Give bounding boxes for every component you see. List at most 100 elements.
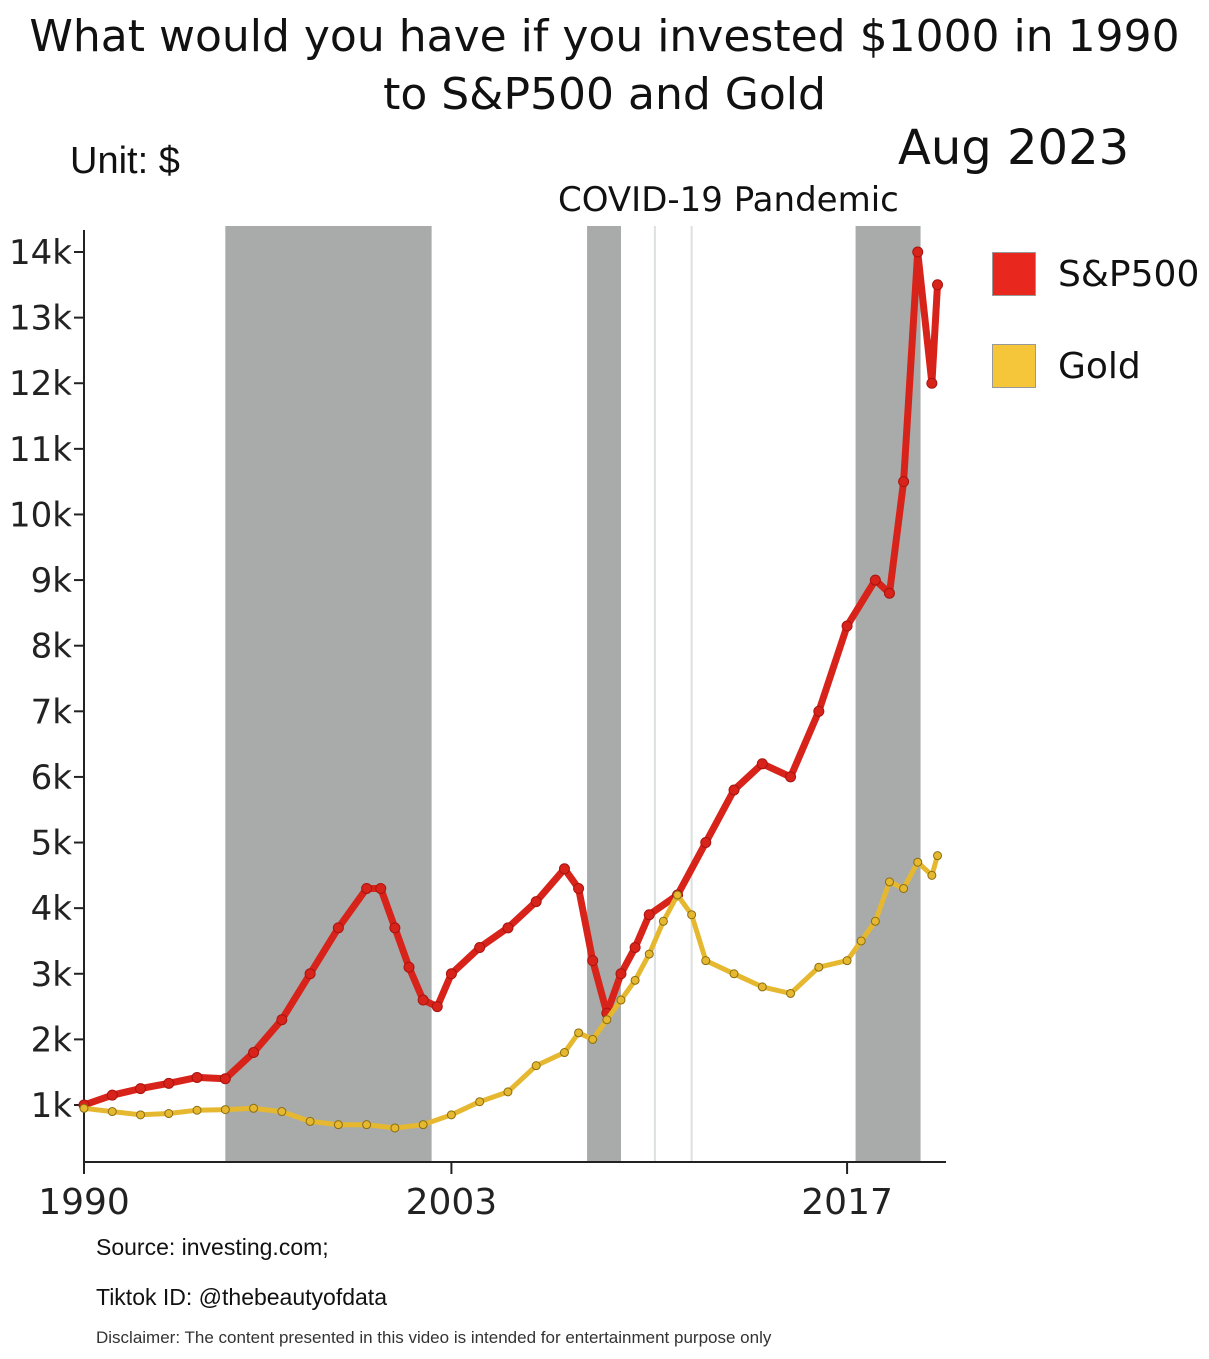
series-group xyxy=(78,246,944,1133)
point-gold-34 xyxy=(870,916,880,926)
point-gold-20 xyxy=(602,1015,612,1025)
point-gold-35 xyxy=(884,877,894,887)
point-sp500-38 xyxy=(926,377,938,389)
source-note: Source: investing.com; xyxy=(96,1234,329,1260)
chart-title-line1: What would you have if you invested $100… xyxy=(29,11,1180,62)
event-annotation: COVID-19 Pandemic xyxy=(558,180,899,220)
point-sp500-15 xyxy=(431,1001,443,1013)
point-gold-32 xyxy=(842,956,852,966)
point-sp500-2 xyxy=(135,1083,147,1095)
point-gold-1 xyxy=(107,1107,117,1117)
legend-swatch-sp500 xyxy=(992,252,1036,296)
date-label: Aug 2023 xyxy=(898,120,1130,176)
legend-label-sp500: S&P500 xyxy=(1058,253,1200,295)
point-sp500-33 xyxy=(841,620,853,632)
point-sp500-12 xyxy=(389,922,401,934)
series-line-gold xyxy=(81,853,940,1131)
point-gold-27 xyxy=(701,956,711,966)
y-tick-label-12: 13k xyxy=(9,299,72,339)
axes: 1k 2k 3k 4k 5k 6k 7k 8k 9k 10k 11k 12k 13k 14k 1990 200… xyxy=(9,230,946,1223)
point-gold-5 xyxy=(220,1105,230,1115)
legend: S&P500 Gold xyxy=(992,248,1199,432)
point-sp500-26 xyxy=(643,909,655,921)
point-gold-30 xyxy=(786,988,796,998)
x-tick-label-0: 1990 xyxy=(38,1182,130,1223)
point-gold-18 xyxy=(574,1028,584,1038)
y-tick-label-1: 2k xyxy=(31,1020,73,1060)
y-tick-label-9: 10k xyxy=(9,495,72,535)
point-sp500-29 xyxy=(728,784,740,796)
y-tick-label-4: 5k xyxy=(31,824,73,864)
point-gold-7 xyxy=(277,1107,287,1117)
point-sp500-30 xyxy=(756,758,768,770)
point-gold-36 xyxy=(899,883,909,893)
point-sp500-14 xyxy=(417,994,429,1006)
point-sp500-7 xyxy=(276,1014,288,1026)
point-sp500-25 xyxy=(629,942,641,954)
point-sp500-37 xyxy=(912,246,924,258)
series-line-sp500 xyxy=(80,248,941,1109)
disclaimer: Disclaimer: The content presented in thi… xyxy=(96,1328,772,1347)
point-gold-29 xyxy=(757,982,767,992)
point-sp500-34 xyxy=(869,574,881,586)
legend-item-sp500: S&P500 xyxy=(992,248,1199,300)
point-gold-13 xyxy=(446,1110,456,1120)
y-tick-label-2: 3k xyxy=(31,955,73,995)
point-gold-11 xyxy=(390,1123,400,1133)
legend-swatch-gold xyxy=(992,344,1036,388)
chart-title-line2: to S&P500 and Gold xyxy=(383,69,826,120)
point-gold-33 xyxy=(856,936,866,946)
y-tick-label-0: 1k xyxy=(31,1086,73,1126)
shaded-period-0 xyxy=(225,226,432,1162)
point-sp500-10 xyxy=(361,882,373,894)
y-tick-label-3: 4k xyxy=(31,889,73,929)
point-gold-26 xyxy=(687,910,697,920)
point-sp500-36 xyxy=(898,476,910,488)
point-sp500-22 xyxy=(587,955,599,967)
y-tick-label-7: 8k xyxy=(31,627,73,667)
y-tick-label-11: 12k xyxy=(9,364,72,404)
point-sp500-1 xyxy=(106,1089,118,1101)
point-gold-2 xyxy=(136,1110,146,1120)
point-gold-3 xyxy=(164,1109,174,1119)
point-gold-22 xyxy=(630,975,640,985)
point-sp500-20 xyxy=(558,863,570,875)
point-sp500-11 xyxy=(375,882,387,894)
point-gold-28 xyxy=(729,969,739,979)
point-sp500-6 xyxy=(248,1047,260,1059)
point-gold-37 xyxy=(913,857,923,867)
point-gold-12 xyxy=(418,1120,428,1130)
shaded-periods xyxy=(225,226,921,1162)
x-tick-label-2: 2017 xyxy=(801,1182,893,1223)
point-gold-10 xyxy=(362,1120,372,1130)
y-tick-label-6: 7k xyxy=(31,692,73,732)
point-gold-0 xyxy=(79,1103,89,1113)
y-tick-label-8: 9k xyxy=(31,561,73,601)
point-sp500-32 xyxy=(813,705,825,717)
point-sp500-8 xyxy=(304,968,316,980)
x-tick-label-1: 2003 xyxy=(406,1182,498,1223)
point-gold-15 xyxy=(503,1087,513,1097)
series-gold xyxy=(79,851,943,1133)
point-sp500-16 xyxy=(445,968,457,980)
series-sp500 xyxy=(78,246,944,1111)
point-sp500-39 xyxy=(932,279,944,291)
y-tick-label-5: 6k xyxy=(31,758,73,798)
tiktok-id: Tiktok ID: @thebeautyofdata xyxy=(96,1284,387,1310)
point-gold-38 xyxy=(927,870,937,880)
unit-label: Unit: $ xyxy=(70,140,180,182)
point-gold-14 xyxy=(475,1097,485,1107)
point-sp500-18 xyxy=(502,922,514,934)
point-gold-8 xyxy=(305,1116,315,1126)
point-gold-6 xyxy=(249,1103,259,1113)
point-gold-24 xyxy=(658,916,668,926)
point-sp500-24 xyxy=(615,968,627,980)
point-sp500-13 xyxy=(403,961,415,973)
point-sp500-3 xyxy=(163,1077,175,1089)
point-sp500-5 xyxy=(219,1073,231,1085)
point-sp500-31 xyxy=(785,771,797,783)
point-gold-25 xyxy=(673,890,683,900)
point-gold-9 xyxy=(333,1120,343,1130)
point-sp500-4 xyxy=(191,1071,203,1083)
